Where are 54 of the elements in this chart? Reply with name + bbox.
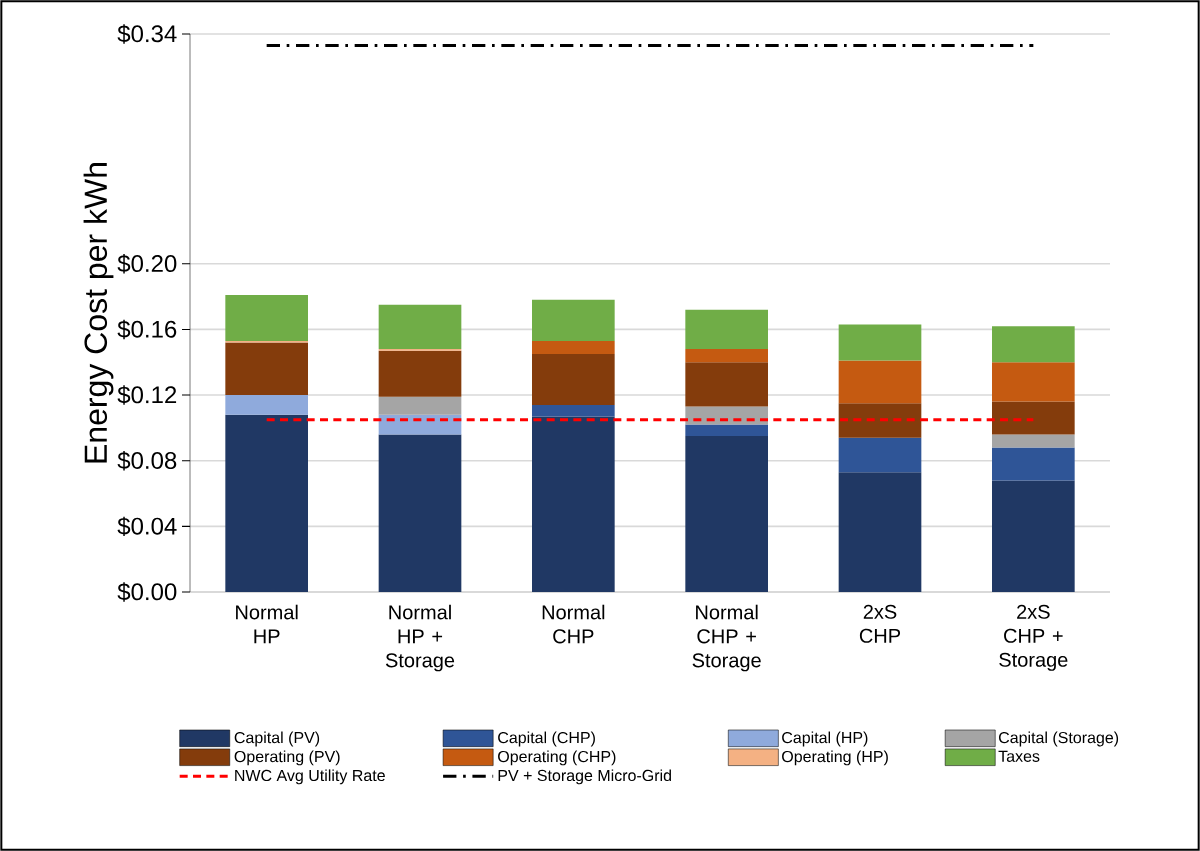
bar	[992, 326, 1075, 363]
legend-label: Taxes	[998, 750, 1040, 762]
x-tick-label: Normal HP	[236, 604, 298, 644]
x-tick-label: Normal CHP	[542, 604, 605, 644]
x-tick-label: Normal HP + Storage	[385, 604, 455, 672]
bar	[992, 434, 1075, 448]
bar	[532, 416, 615, 592]
bar	[225, 294, 308, 341]
bar	[532, 354, 615, 405]
bar	[685, 349, 768, 363]
legend-label: PV + Storage Micro-Grid	[498, 769, 671, 785]
bar	[838, 324, 922, 361]
bar	[378, 304, 462, 350]
legend-label: NWC Avg Utility Rate	[235, 769, 385, 785]
bar	[532, 340, 615, 355]
bar	[992, 447, 1075, 481]
bar	[378, 396, 462, 415]
y-tick-label: $0.00	[117, 582, 177, 602]
bar	[992, 362, 1075, 402]
bar	[378, 434, 462, 592]
bar	[685, 436, 768, 592]
bar	[225, 395, 308, 415]
bar	[685, 309, 768, 350]
bar	[838, 472, 922, 592]
legend-label: Capital (HP)	[782, 731, 868, 747]
y-tick-label: $0.16	[117, 319, 177, 340]
bar	[532, 299, 615, 341]
legend-label: Capital (PV)	[234, 731, 320, 747]
y-tick-label: $0.34	[117, 24, 177, 44]
bar	[838, 403, 922, 438]
y-tick-label: $0.04	[117, 516, 177, 537]
bar	[225, 414, 308, 592]
bar	[685, 424, 768, 437]
bar	[378, 350, 462, 397]
y-tick-label: $0.20	[117, 254, 177, 274]
legend-label: Capital (Storage)	[998, 731, 1119, 747]
x-tick-label: 2xS CHP	[859, 604, 901, 643]
legend-label: Operating (PV)	[234, 750, 340, 766]
y-axis-title: Energy Cost per kWh	[83, 163, 114, 463]
bar	[992, 480, 1075, 592]
bar	[838, 437, 922, 473]
bar	[532, 404, 615, 417]
bar	[685, 362, 768, 407]
y-tick-label: $0.12	[117, 385, 177, 405]
bar	[838, 360, 922, 404]
x-tick-label: 2xS CHP + Storage	[999, 604, 1068, 671]
bar	[992, 401, 1075, 435]
bar	[685, 406, 768, 425]
x-tick-label: Normal CHP + Storage	[692, 604, 761, 672]
legend-label: Operating (CHP)	[498, 750, 616, 766]
legend-label: Operating (HP)	[782, 750, 888, 766]
bar	[225, 342, 308, 396]
y-tick-label: $0.08	[117, 450, 177, 471]
legend-label: Capital (CHP)	[498, 731, 595, 747]
